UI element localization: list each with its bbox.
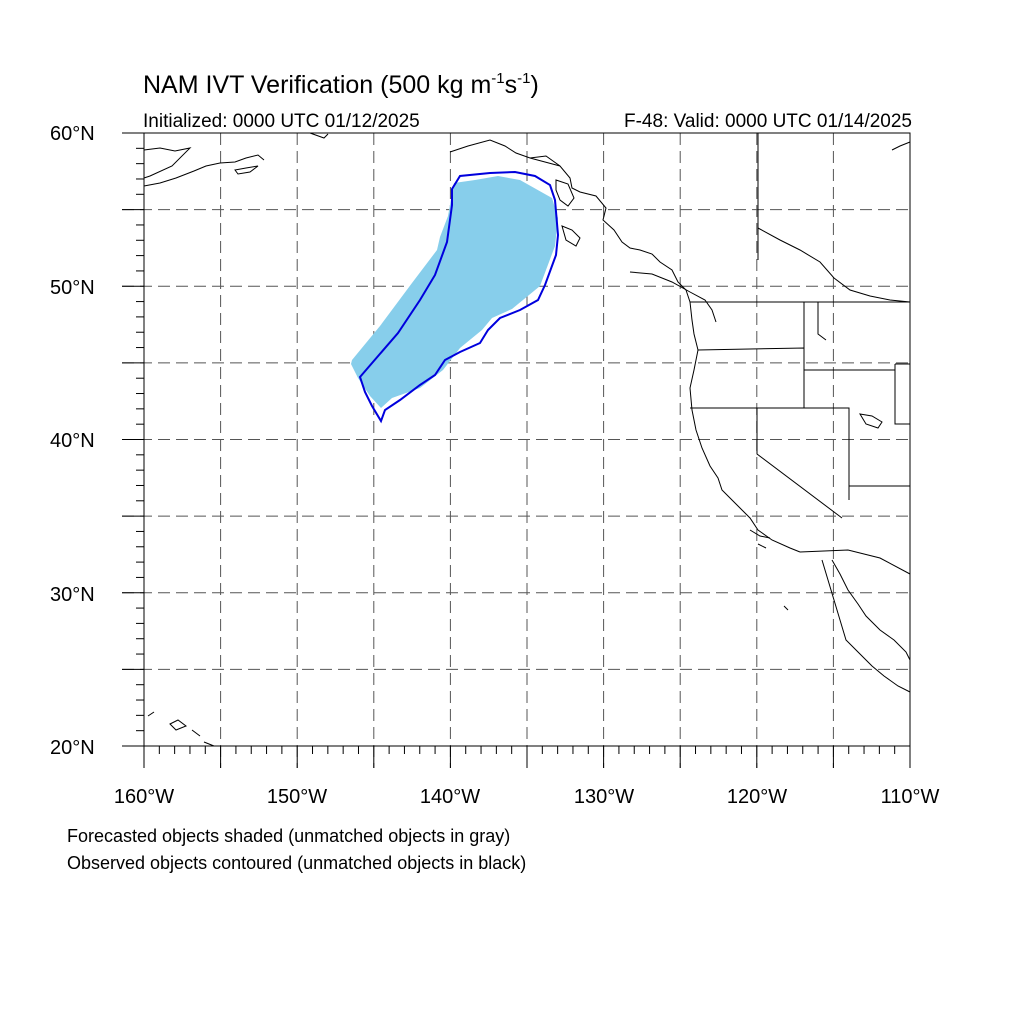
observed-object-contour <box>358 170 560 424</box>
title-end: ) <box>530 71 539 99</box>
page-title: NAM IVT Verification (500 kg m-1s-1) <box>143 70 539 100</box>
lon-label-120w: 120°W <box>726 786 788 808</box>
initialized-label: Initialized: 0000 UTC 01/12/2025 <box>143 111 420 132</box>
lat-label-20n: 20°N <box>50 737 95 759</box>
lon-label-140w: 140°W <box>419 786 481 808</box>
coastlines <box>143 132 911 747</box>
forecast-object <box>351 176 558 408</box>
minor-ticks <box>122 132 911 768</box>
gridlines <box>122 133 910 768</box>
title-main: NAM IVT Verification (500 kg m <box>143 71 492 99</box>
valid-time-label: F-48: Valid: 0000 UTC 01/14/2025 <box>624 111 912 132</box>
lon-label-130w: 130°W <box>573 786 635 808</box>
title-exponent-1: -1 <box>491 70 505 87</box>
forecast-legend-note: Forecasted objects shaded (unmatched obj… <box>67 826 511 846</box>
political-borders <box>529 133 911 575</box>
lat-label-60n: 60°N <box>50 123 95 145</box>
title-mid: s <box>504 71 518 99</box>
lat-label-50n: 50°N <box>50 277 95 299</box>
lon-label-150w: 150°W <box>266 786 328 808</box>
lat-label-30n: 30°N <box>50 584 95 606</box>
lon-label-110w: 110°W <box>880 786 940 808</box>
observed-legend-note: Observed objects contoured (unmatched ob… <box>67 853 527 873</box>
lon-label-160w: 160°W <box>113 786 175 808</box>
plot-frame <box>143 132 911 747</box>
lat-label-40n: 40°N <box>50 430 95 452</box>
title-exponent-2: -1 <box>517 70 531 87</box>
